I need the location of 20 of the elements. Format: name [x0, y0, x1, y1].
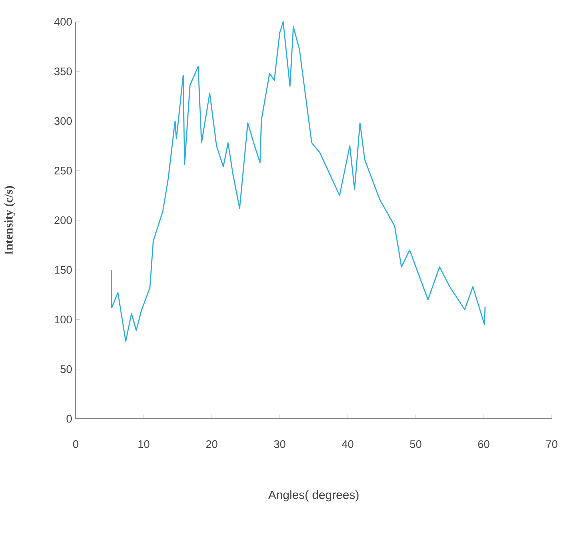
- y-tick-label: 400: [54, 18, 72, 26]
- x-tick-label: 70: [546, 440, 558, 448]
- y-tick-label: 200: [54, 216, 72, 224]
- x-tick-label: 30: [274, 440, 286, 448]
- y-tick-label: 100: [55, 316, 72, 324]
- x-tick-label: 60: [478, 440, 490, 448]
- y-tick-label: 150: [55, 266, 72, 274]
- y-tick-label: 350: [54, 68, 72, 76]
- y-tick-label: 300: [54, 117, 72, 126]
- y-axis-title: Intensity (c/s): [4, 186, 16, 255]
- y-tick-label: 250: [54, 167, 72, 175]
- x-axis-title: Angles( degrees): [268, 490, 359, 502]
- x-tick-label: 10: [138, 440, 150, 448]
- y-tick-label: 50: [60, 366, 72, 374]
- x-tick-label: 20: [206, 440, 218, 448]
- line-series: [111, 21, 486, 342]
- x-tick-label: 0: [73, 440, 79, 448]
- y-tick-label: 0: [66, 415, 72, 423]
- x-tick-label: 40: [342, 440, 354, 448]
- x-tick-label: 50: [410, 440, 422, 448]
